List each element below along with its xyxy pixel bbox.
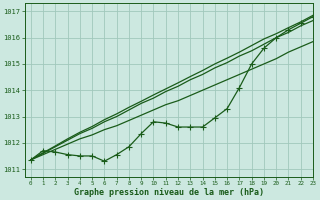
X-axis label: Graphe pression niveau de la mer (hPa): Graphe pression niveau de la mer (hPa) <box>74 188 264 197</box>
